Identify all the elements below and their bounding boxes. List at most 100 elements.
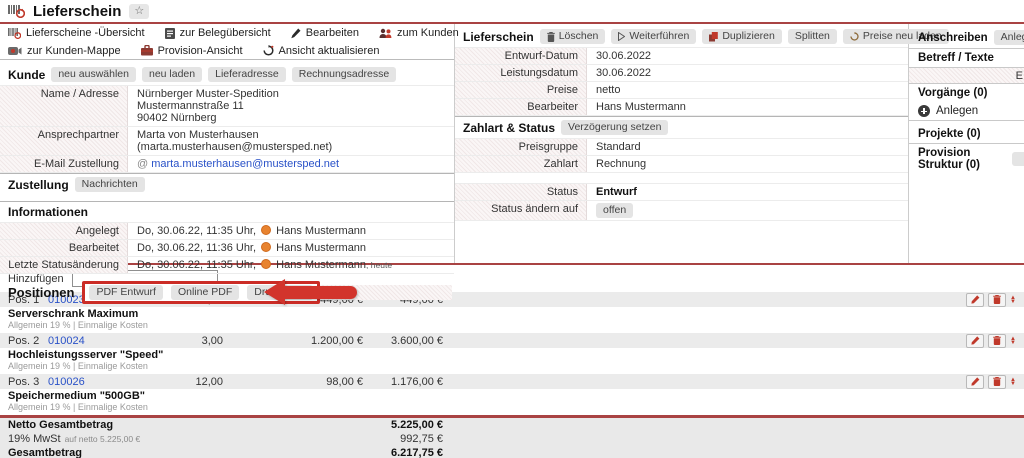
rechnungsadresse-button[interactable]: Rechnungsadresse	[291, 67, 397, 82]
nav-bearbeiten[interactable]: Bearbeiten	[291, 27, 359, 39]
position-main-row: Pos. 3 010026 12,00 98,00 € 1.176,00 € ▲…	[0, 374, 1024, 389]
user-avatar-icon	[261, 242, 272, 252]
edit-position-button[interactable]	[966, 292, 985, 307]
at-icon: @	[137, 158, 149, 170]
nav-provision-ansicht[interactable]: Provision-Ansicht	[140, 45, 243, 57]
splitten-button[interactable]: Splitten	[787, 29, 837, 44]
gesamt-value: 6.217,75 €	[391, 447, 443, 458]
email-zustellung-value: @ marta.musterhausen@mustersped.net	[128, 156, 454, 172]
zustellung-heading: Zustellung	[8, 177, 69, 192]
email-link[interactable]: marta.musterhausen@mustersped.net	[151, 158, 340, 170]
button-label: Löschen	[558, 30, 599, 42]
top-red-divider	[0, 22, 1024, 24]
favorite-star-button[interactable]: ☆	[129, 3, 150, 19]
nav-ansicht-aktualisieren[interactable]: Ansicht aktualisieren	[262, 45, 379, 57]
user-name: Hans Mustermann	[276, 225, 367, 237]
duplicate-icon	[709, 31, 719, 42]
leistungsdatum-label: Leistungsdatum	[455, 65, 587, 81]
name-adresse-value: Nürnberger Muster-Spedition Mustermannst…	[128, 86, 454, 126]
status-row: Status Entwurf	[455, 183, 908, 200]
article-number-link[interactable]: 010026	[48, 375, 85, 388]
delete-position-button[interactable]	[988, 333, 1007, 348]
betreff-texte-heading: Betreff / Texte	[918, 52, 994, 64]
timestamp: Do, 30.06.22, 11:35 Uhr,	[137, 225, 257, 237]
play-icon	[618, 32, 626, 41]
preisgruppe-value: Standard	[596, 141, 641, 153]
zahlart-label: Zahlart	[455, 156, 587, 172]
user-avatar-icon	[261, 259, 272, 269]
article-number-link[interactable]: 010024	[48, 334, 85, 347]
pos-number: Pos. 2	[8, 334, 40, 347]
entwurf-datum-label: Entwurf-Datum	[455, 48, 587, 64]
article-name: Hochleistungsserver "Speed"	[8, 349, 164, 361]
nav-label: Lieferscheine -Übersicht	[26, 27, 145, 39]
projekte-heading: Projekte (0)	[918, 128, 981, 140]
vorgaenge-anlegen-link[interactable]: Anlegen	[936, 105, 979, 117]
nav-zur-beleguebersicht[interactable]: zur Belegübersicht	[164, 27, 271, 39]
angelegt-row: Angelegt Do, 30.06.22, 11:35 Uhr, Hans M…	[0, 222, 454, 239]
position-main-row: Pos. 2 010024 3,00 1.200,00 € 3.600,00 €…	[0, 333, 1024, 348]
nav-lieferscheine-uebersicht[interactable]: Lieferscheine -Übersicht	[8, 27, 145, 39]
informationen-section-header: Informationen	[0, 201, 454, 222]
vorgaenge-anlegen-row[interactable]: Anlegen	[909, 102, 1024, 121]
button-label: Preise neu laden	[862, 30, 942, 42]
vorgaenge-heading: Vorgänge (0)	[918, 87, 988, 99]
totals-section: Netto Gesamtbetrag 5.225,00 € 19% MwSt a…	[0, 415, 1024, 458]
refresh-icon	[262, 45, 274, 56]
gesamt-label: Gesamtbetrag	[8, 447, 82, 458]
preisgruppe-label: Preisgruppe	[455, 139, 587, 155]
kunde-neu-laden-button[interactable]: neu laden	[141, 67, 203, 82]
arrow-head	[264, 279, 285, 305]
toolbar-row-2: zur Kunden-Mappe Provision-Ansicht Ansic…	[0, 42, 454, 60]
email-zustellung-row: E-Mail Zustellung @ marta.musterhausen@m…	[0, 155, 454, 173]
anschreiben-anlegen-button[interactable]: Anlegen	[993, 30, 1024, 45]
positions-red-divider	[0, 263, 1024, 265]
bearbeitet-value: Do, 30.06.22, 11:36 Uhr, Hans Mustermann	[128, 240, 454, 256]
verzoegerung-setzen-button[interactable]: Verzögerung setzen	[561, 120, 669, 135]
users-icon	[379, 28, 392, 39]
sort-position-handle[interactable]: ▲ ▼	[1010, 294, 1016, 305]
nachrichten-button[interactable]: Nachrichten	[74, 177, 145, 192]
sort-position-handle[interactable]: ▲ ▼	[1010, 376, 1016, 387]
nav-zum-kunden[interactable]: zum Kunden	[379, 27, 459, 39]
netto-total-row: Netto Gesamtbetrag 5.225,00 €	[0, 418, 1024, 432]
today-suffix: , heute	[366, 260, 393, 270]
status-offen-button[interactable]: offen	[596, 203, 634, 218]
email-zustellung-label: E-Mail Zustellung	[0, 156, 128, 172]
online-pdf-button[interactable]: Online PDF	[170, 284, 240, 300]
article-number-link[interactable]: 010023	[48, 293, 85, 306]
loeschen-button[interactable]: Löschen	[539, 29, 606, 44]
edit-position-button[interactable]	[966, 333, 985, 348]
nav-zur-kunden-mappe[interactable]: zur Kunden-Mappe	[8, 45, 121, 57]
right-panel: Anschreiben Anlegen Betreff / Texte E Vo…	[909, 24, 1024, 263]
delete-position-button[interactable]	[988, 292, 1007, 307]
status-label: Status	[455, 184, 587, 200]
position-row-3: Pos. 3 010026 12,00 98,00 € 1.176,00 € ▲…	[0, 374, 1024, 415]
delete-position-button[interactable]	[988, 374, 1007, 389]
preise-neu-laden-button[interactable]: Preise neu laden	[842, 29, 949, 44]
city: 90402 Nürnberg	[137, 112, 217, 124]
clipped-chip[interactable]	[1012, 152, 1024, 166]
status-aendern-label: Status ändern auf	[455, 201, 587, 220]
lieferadresse-button[interactable]: Lieferadresse	[208, 67, 286, 82]
duplizieren-button[interactable]: Duplizieren	[702, 29, 782, 44]
kunde-neu-auswaehlen-button[interactable]: neu auswählen	[51, 67, 136, 82]
preisgruppe-row: Preisgruppe Standard	[455, 138, 908, 155]
annotation-arrow	[264, 279, 357, 305]
article-meta: Allgemein 19 % | Einmalige Kosten	[8, 361, 148, 371]
ansprechpartner-row: Ansprechpartner Marta von Musterhausen (…	[0, 126, 454, 155]
weiterfuehren-button[interactable]: Weiterführen	[611, 29, 697, 44]
edit-position-button[interactable]	[966, 374, 985, 389]
mwst-suffix: auf netto 5.225,00 €	[64, 434, 141, 444]
ansprechpartner-value: Marta von Musterhausen (marta.musterhaus…	[137, 129, 333, 153]
sort-position-handle[interactable]: ▲ ▼	[1010, 335, 1016, 346]
hinzufuegen-label: Hinzufügen	[8, 272, 64, 285]
timestamp: Do, 30.06.22, 11:36 Uhr,	[137, 242, 257, 254]
company-name: Nürnberger Muster-Spedition	[137, 88, 279, 100]
arrow-tail	[285, 285, 357, 299]
preise-value: netto	[596, 84, 621, 96]
zahlart-status-heading: Zahlart & Status	[463, 120, 556, 135]
zahlart-status-section-header: Zahlart & Status Verzögerung setzen	[455, 116, 908, 138]
pdf-entwurf-button[interactable]: PDF Entwurf	[89, 284, 163, 300]
